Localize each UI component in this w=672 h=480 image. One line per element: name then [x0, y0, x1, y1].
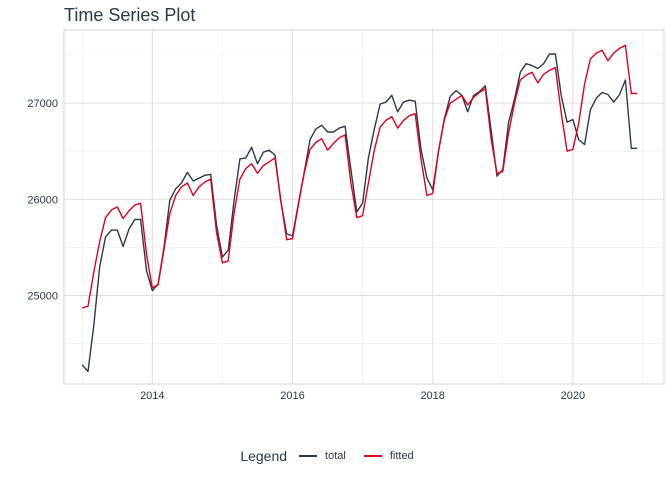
legend-key-total — [299, 455, 318, 457]
series-line-fitted — [81, 44, 638, 309]
x-tick-label: 2016 — [280, 390, 304, 402]
x-axis-tick-labels: 2014 2016 2018 2020 — [140, 390, 585, 402]
plot-panel-border — [63, 29, 665, 385]
legend-key-fitted — [363, 455, 382, 457]
x-tick-label: 2018 — [420, 390, 444, 402]
legend-title: Legend — [240, 448, 288, 464]
chart-title: Time Series Plot — [64, 5, 196, 25]
x-tick-label: 2020 — [561, 390, 585, 402]
major-gridlines — [64, 30, 664, 384]
legend-label-fitted: fitted — [389, 450, 414, 462]
y-axis-tick-labels: 25000 26000 27000 — [27, 98, 58, 302]
legend: Legend total fitted — [0, 446, 672, 466]
legend-item-total: total — [299, 450, 346, 462]
series-line-total — [81, 53, 638, 373]
legend-item-fitted: fitted — [363, 450, 414, 462]
x-tick-label: 2014 — [140, 390, 164, 402]
y-tick-label: 26000 — [27, 194, 58, 206]
series-layer — [81, 44, 638, 373]
y-tick-label: 27000 — [27, 98, 58, 110]
minor-gridlines — [64, 30, 664, 384]
y-tick-label: 25000 — [27, 291, 58, 303]
legend-label-total: total — [325, 450, 346, 462]
